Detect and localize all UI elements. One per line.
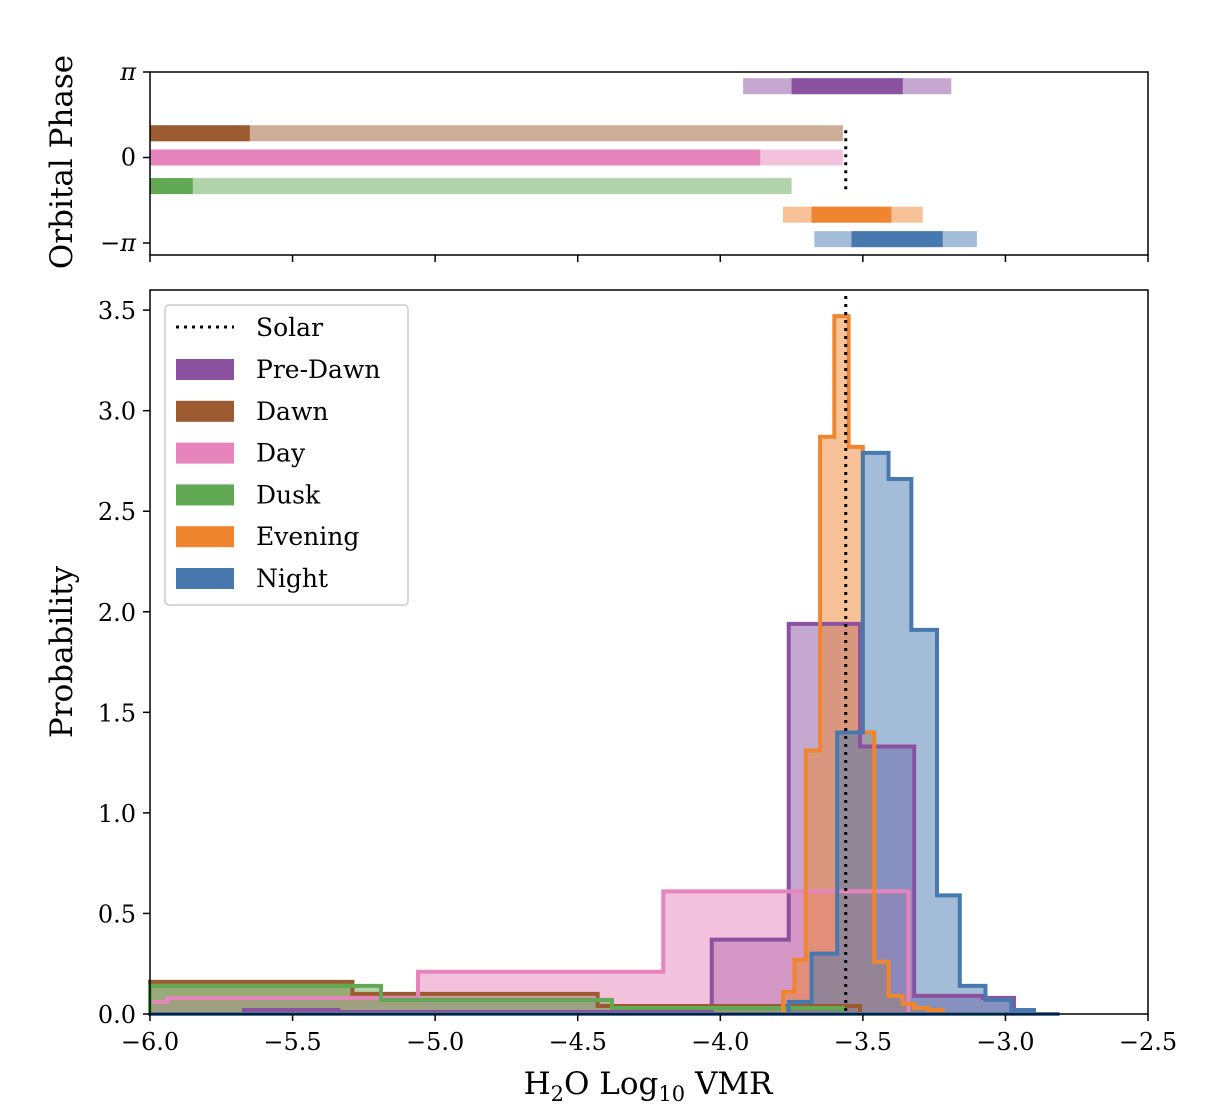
xlabel-sub-1: 2	[551, 1082, 564, 1106]
histogram-ytick-label: 1.5	[98, 699, 136, 727]
histogram-y-axis-title: Probability	[44, 565, 80, 738]
histogram-ytick-label: 2.0	[98, 599, 136, 627]
xlabel-part-mid: O Log	[564, 1066, 658, 1102]
legend-swatch-night	[176, 568, 234, 589]
histogram-ytick-label: 0.0	[98, 1001, 136, 1029]
histogram-xtick-label: −3.5	[834, 1028, 892, 1056]
legend-swatch-evening	[176, 526, 234, 548]
phase-bar-outer-dusk	[150, 178, 792, 195]
phase-axes-frame	[149, 71, 1149, 256]
legend: Solar Pre-Dawn Dawn Day Dusk Evening Night	[164, 304, 409, 606]
legend-swatch-dusk	[176, 484, 234, 506]
phase-bar-inner-dusk	[150, 178, 193, 195]
legend-entry-night: Night	[256, 564, 328, 593]
histogram-axes-frame	[149, 289, 1149, 1015]
histogram-xtick-label: −4.0	[691, 1028, 749, 1056]
histogram-ytick-label: 0.5	[98, 900, 136, 928]
legend-entry-pre-dawn: Pre-Dawn	[256, 355, 380, 384]
histogram-xtick-label: −6.0	[121, 1028, 179, 1056]
legend-entry-dusk: Dusk	[256, 480, 321, 509]
phase-bar-inner-night	[851, 231, 943, 248]
legend-entry-evening: Evening	[256, 522, 359, 551]
histogram-xtick-label: −3.0	[976, 1028, 1034, 1056]
phase-bars	[150, 78, 977, 248]
phase-ytick-label: 0	[121, 144, 136, 172]
phase-bar-inner-day	[150, 149, 761, 166]
legend-swatch-dawn	[176, 400, 234, 422]
histogram-fill-day	[150, 891, 909, 1014]
legend-swatch-day	[176, 442, 234, 464]
histogram-outline-day	[148, 889, 911, 1016]
legend-entry-dawn: Dawn	[256, 397, 328, 426]
histogram-xtick-label: −2.5	[1119, 1028, 1177, 1056]
orbital-phase-panel: π 0 −π Orbital Phase	[44, 55, 1149, 269]
histogram-fill-night	[150, 452, 1060, 1014]
histogram-x-axis-title: H2O Log10 VMR	[524, 1066, 775, 1106]
histogram-ytick-label: 1.0	[98, 800, 136, 828]
histogram-ytick-label: 3.0	[98, 398, 136, 426]
phase-bar-inner-dawn	[150, 125, 250, 142]
histogram-outline-dusk	[148, 983, 845, 1016]
phase-bar-inner-pre-dawn	[791, 78, 903, 95]
legend-entry-day: Day	[256, 439, 306, 468]
histogram-ytick-label: 3.5	[98, 297, 136, 325]
legend-swatch-pre-dawn	[176, 359, 234, 380]
histogram-outline-pre-dawn	[150, 621, 1016, 1016]
histogram-panel: 0.0 0.5 1.0 1.5 2.0 2.5 3.0 3.5 −6.0 −5.5 −5.0 −4.5…	[44, 289, 1177, 1106]
histogram-xtick-label: −5.0	[406, 1028, 464, 1056]
histogram-xtick-label: −5.5	[263, 1028, 321, 1056]
histogram-outlines	[148, 314, 1060, 1016]
histogram-outline-night	[150, 450, 1060, 1016]
phase-ticks: π 0 −π	[100, 58, 1149, 262]
phase-y-axis-title: Orbital Phase	[44, 55, 80, 269]
histogram-ytick-label: 2.5	[98, 498, 136, 526]
histogram-outline-evening	[150, 314, 980, 1016]
phase-ytick-label: −π	[100, 229, 137, 257]
legend-series: Pre-Dawn Dawn Day Dusk Evening Night	[176, 355, 380, 593]
phase-ytick-label: π	[119, 58, 137, 86]
phase-bar-inner-evening	[811, 206, 892, 223]
histogram-outline-dawn	[148, 979, 863, 1016]
phase-bar-outer-dawn	[150, 125, 843, 142]
xlabel-part-pre: H	[524, 1066, 551, 1102]
xlabel-part-post: VMR	[685, 1066, 774, 1102]
xlabel-sub-2: 10	[658, 1082, 685, 1106]
legend-entry-solar: Solar	[256, 313, 323, 342]
histogram-ticks: 0.0 0.5 1.0 1.5 2.0 2.5 3.0 3.5 −6.0 −5.5 −5.0 −4.5…	[98, 297, 1177, 1056]
histogram-xtick-label: −4.5	[549, 1028, 607, 1056]
